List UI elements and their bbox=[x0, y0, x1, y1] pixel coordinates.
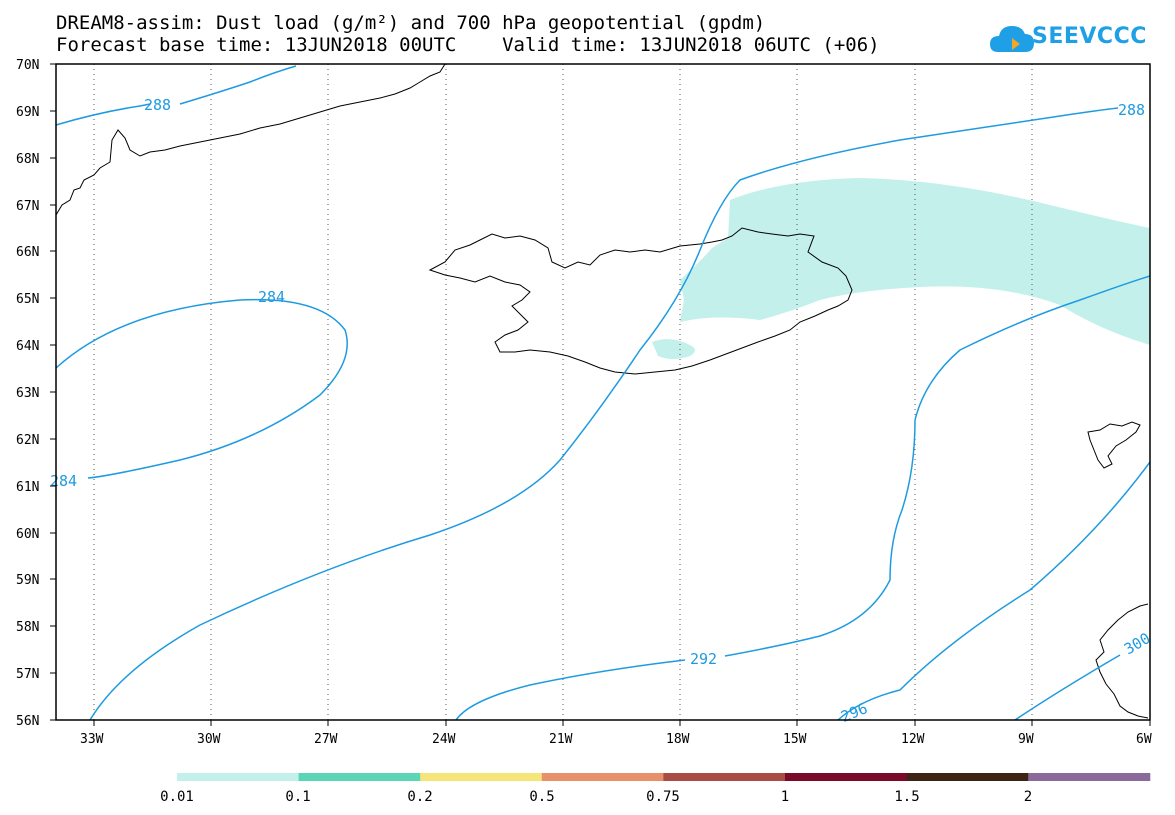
lon-axis: 33W 30W 27W 24W 21W 18W 15W 12W 9W 6W bbox=[80, 732, 1152, 747]
contour-label: 296 bbox=[838, 699, 870, 726]
lon-gridlines bbox=[93, 64, 1033, 720]
colorbar-swatch bbox=[663, 773, 786, 781]
lat-label: 62N bbox=[16, 433, 39, 448]
lat-label: 69N bbox=[16, 105, 39, 120]
logo-text: SEEVCCC bbox=[1032, 24, 1147, 49]
lon-label: 21W bbox=[549, 732, 573, 747]
map-frame bbox=[55, 63, 1151, 721]
lon-label: 27W bbox=[314, 732, 338, 747]
contour-label: 288 bbox=[1118, 101, 1145, 119]
lon-label: 30W bbox=[197, 732, 221, 747]
lon-label: 18W bbox=[666, 732, 690, 747]
colorbar-swatch bbox=[420, 773, 543, 781]
lat-label: 58N bbox=[16, 620, 39, 635]
coastlines bbox=[55, 63, 1149, 719]
lon-label: 33W bbox=[80, 732, 104, 747]
colorbar-swatch bbox=[1028, 773, 1151, 781]
contour-label: 288 bbox=[144, 96, 171, 114]
contour-label: 284 bbox=[50, 472, 77, 490]
lat-label: 68N bbox=[16, 152, 39, 167]
lon-label: 15W bbox=[783, 732, 807, 747]
lon-label: 9W bbox=[1018, 732, 1034, 747]
lat-label: 67N bbox=[16, 199, 39, 214]
colorbar-swatch bbox=[906, 773, 1029, 781]
lon-ticks bbox=[93, 720, 1151, 726]
dust-area bbox=[652, 178, 1150, 359]
contour-label: 284 bbox=[258, 288, 285, 306]
seevccc-logo bbox=[990, 20, 1170, 60]
colorbar-swatch bbox=[785, 773, 908, 781]
colorbar-swatch bbox=[177, 773, 300, 781]
lat-label: 65N bbox=[16, 292, 39, 307]
colorbar-label: 0.2 bbox=[407, 789, 432, 805]
colorbar-label: 0.01 bbox=[160, 789, 194, 805]
contour-label-group: 288 288 284 284 292 296 300 bbox=[50, 96, 1153, 726]
contour-label: 292 bbox=[690, 650, 717, 668]
lat-axis: 70N 69N 68N 67N 66N 65N 64N 63N 62N 61N … bbox=[16, 58, 39, 729]
lat-label: 56N bbox=[16, 714, 39, 729]
geopotential-contours bbox=[55, 65, 1151, 721]
lon-label: 24W bbox=[432, 732, 456, 747]
lat-label: 66N bbox=[16, 245, 39, 260]
lat-label: 64N bbox=[16, 339, 39, 354]
lat-label: 57N bbox=[16, 667, 39, 682]
map-subtitle: Forecast base time: 13JUN2018 00UTC Vali… bbox=[56, 34, 880, 56]
colorbar-label: 0.5 bbox=[529, 789, 554, 805]
colorbar-label: 0.1 bbox=[285, 789, 310, 805]
lon-label: 6W bbox=[1136, 732, 1152, 747]
colorbar-label: 1.5 bbox=[894, 789, 919, 805]
contour-label: 300 bbox=[1121, 629, 1153, 658]
lat-label: 60N bbox=[16, 527, 39, 542]
lat-label: 61N bbox=[16, 480, 39, 495]
lat-ticks bbox=[50, 63, 56, 721]
colorbar-swatch bbox=[298, 773, 421, 781]
lat-label: 59N bbox=[16, 573, 39, 588]
lat-label: 70N bbox=[16, 58, 39, 73]
colorbar-label: 1 bbox=[781, 789, 789, 805]
map-title: DREAM8-assim: Dust load (g/m²) and 700 h… bbox=[56, 12, 766, 34]
lat-label: 63N bbox=[16, 386, 39, 401]
colorbar-label: 2 bbox=[1024, 789, 1032, 805]
colorbar-swatch bbox=[541, 773, 664, 781]
colorbar: 0.01 0.1 0.2 0.5 0.75 1 1.5 2 bbox=[160, 773, 1151, 805]
cloud-icon bbox=[990, 26, 1034, 52]
colorbar-label: 0.75 bbox=[646, 789, 680, 805]
lon-label: 12W bbox=[901, 732, 925, 747]
